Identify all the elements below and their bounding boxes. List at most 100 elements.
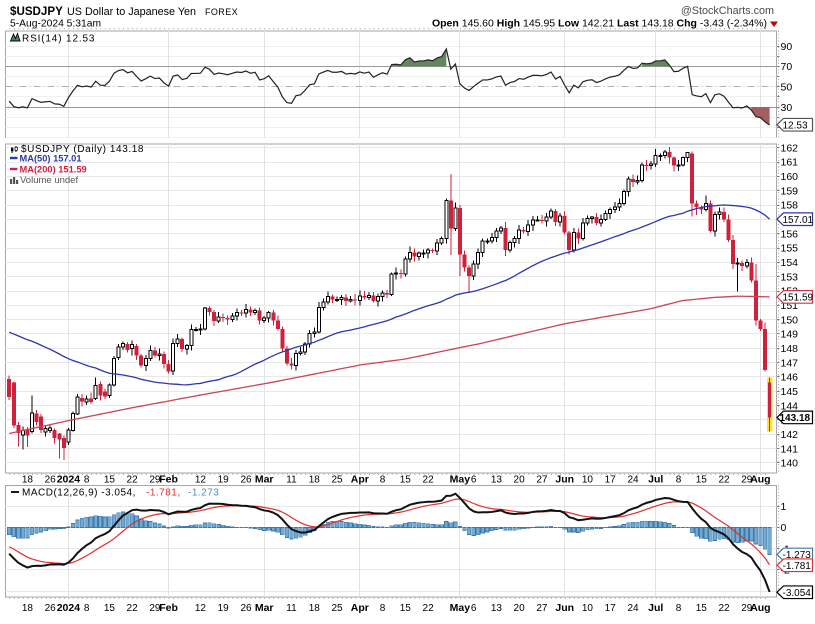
svg-text:Apr: Apr [351, 474, 369, 486]
svg-text:$USDJPY (Daily) 143.18: $USDJPY (Daily) 143.18 [21, 144, 144, 155]
svg-text:24: 24 [627, 603, 639, 614]
svg-text:159: 159 [781, 185, 799, 197]
svg-text:22: 22 [423, 603, 435, 614]
svg-text:22: 22 [718, 603, 730, 614]
svg-text:26: 26 [240, 603, 252, 614]
svg-text:22: 22 [127, 475, 139, 486]
svg-text:154: 154 [781, 257, 799, 269]
svg-text:19: 19 [218, 603, 230, 614]
svg-text:149: 149 [781, 329, 799, 341]
svg-text:18: 18 [22, 475, 34, 486]
svg-text:22: 22 [718, 475, 730, 486]
svg-text:12: 12 [195, 475, 207, 486]
svg-text:153: 153 [781, 271, 799, 283]
svg-text:8: 8 [380, 603, 386, 614]
svg-text:18: 18 [22, 603, 34, 614]
svg-text:143.18: 143.18 [780, 413, 811, 424]
svg-text:Open 145.60 High 145.95 Low 14: Open 145.60 High 145.95 Low 142.21 Last … [432, 18, 767, 30]
svg-text:Jun: Jun [555, 474, 574, 486]
svg-text:2024: 2024 [57, 602, 81, 614]
svg-text:-1.781: -1.781 [783, 561, 812, 572]
svg-text:20: 20 [514, 475, 526, 486]
svg-text:FOREX: FOREX [205, 7, 238, 17]
svg-text:70: 70 [781, 61, 793, 73]
svg-text:5-Aug-2024 5:31am: 5-Aug-2024 5:31am [10, 19, 101, 30]
svg-text:155: 155 [781, 243, 799, 255]
svg-text:MACD(12,26,9) -3.054,: MACD(12,26,9) -3.054, [22, 488, 136, 499]
svg-text:-3.054: -3.054 [783, 588, 812, 599]
svg-text:1: 1 [781, 501, 787, 513]
svg-text:6: 6 [471, 603, 477, 614]
svg-text:10: 10 [582, 475, 594, 486]
svg-text:8: 8 [676, 603, 682, 614]
svg-text:Mar: Mar [255, 602, 274, 614]
svg-text:20: 20 [514, 603, 526, 614]
svg-text:17: 17 [605, 603, 617, 614]
svg-text:29: 29 [741, 603, 753, 614]
svg-text:146: 146 [781, 372, 799, 384]
svg-text:26: 26 [45, 603, 57, 614]
svg-text:11: 11 [286, 603, 297, 614]
svg-text:25: 25 [331, 475, 343, 486]
svg-text:18: 18 [309, 603, 321, 614]
svg-text:147: 147 [781, 357, 799, 369]
svg-text:15: 15 [104, 603, 116, 614]
svg-text:13: 13 [491, 475, 503, 486]
svg-text:22: 22 [423, 475, 435, 486]
svg-text:$USDJPY: $USDJPY [10, 5, 63, 18]
svg-text:-1.781,: -1.781, [146, 488, 181, 499]
svg-text:145: 145 [781, 386, 799, 398]
svg-text:0: 0 [781, 522, 787, 534]
svg-text:Apr: Apr [351, 602, 369, 614]
svg-text:156: 156 [781, 228, 799, 240]
svg-text:22: 22 [127, 603, 139, 614]
svg-text:29: 29 [149, 475, 161, 486]
svg-text:29: 29 [741, 475, 753, 486]
svg-text:15: 15 [400, 475, 412, 486]
svg-text:-1.273: -1.273 [783, 550, 812, 561]
svg-text:90: 90 [781, 41, 793, 53]
svg-text:13: 13 [491, 603, 503, 614]
svg-text:151.59: 151.59 [783, 293, 814, 304]
svg-text:161: 161 [781, 157, 799, 169]
svg-text:Aug: Aug [750, 602, 770, 614]
svg-text:6: 6 [471, 475, 477, 486]
svg-text:160: 160 [781, 171, 799, 183]
svg-text:12: 12 [195, 603, 207, 614]
svg-text:Jun: Jun [555, 602, 574, 614]
svg-text:27: 27 [536, 603, 548, 614]
svg-text:8: 8 [84, 475, 90, 486]
svg-text:Jul: Jul [648, 474, 663, 486]
svg-text:May: May [450, 602, 471, 614]
svg-text:158: 158 [781, 200, 799, 212]
svg-text:29: 29 [149, 603, 161, 614]
svg-text:141: 141 [781, 443, 799, 455]
svg-text:140: 140 [781, 458, 799, 470]
svg-text:142: 142 [781, 429, 799, 441]
svg-text:15: 15 [696, 603, 708, 614]
svg-text:15: 15 [400, 603, 412, 614]
svg-text:162: 162 [781, 142, 799, 154]
svg-text:MA(50) 157.01: MA(50) 157.01 [20, 154, 82, 164]
svg-text:11: 11 [286, 475, 297, 486]
svg-text:26: 26 [45, 475, 57, 486]
svg-text:30: 30 [781, 102, 793, 114]
svg-text:157.01: 157.01 [783, 215, 814, 226]
svg-text:27: 27 [536, 475, 548, 486]
svg-text:Feb: Feb [159, 474, 178, 486]
svg-text:12.53: 12.53 [783, 120, 808, 131]
svg-text:Volume undef: Volume undef [20, 175, 78, 186]
svg-text:25: 25 [331, 603, 343, 614]
svg-text:15: 15 [696, 475, 708, 486]
svg-text:19: 19 [218, 475, 230, 486]
svg-text:8: 8 [84, 603, 90, 614]
svg-text:MA(200) 151.59: MA(200) 151.59 [20, 165, 87, 175]
svg-text:8: 8 [380, 475, 386, 486]
svg-text:50: 50 [781, 82, 793, 94]
svg-text:148: 148 [781, 343, 799, 355]
svg-text:Mar: Mar [255, 474, 274, 486]
svg-text:26: 26 [240, 475, 252, 486]
svg-text:RSI(14) 12.53: RSI(14) 12.53 [22, 34, 95, 45]
svg-text:10: 10 [582, 603, 594, 614]
svg-text:2024: 2024 [57, 474, 81, 486]
